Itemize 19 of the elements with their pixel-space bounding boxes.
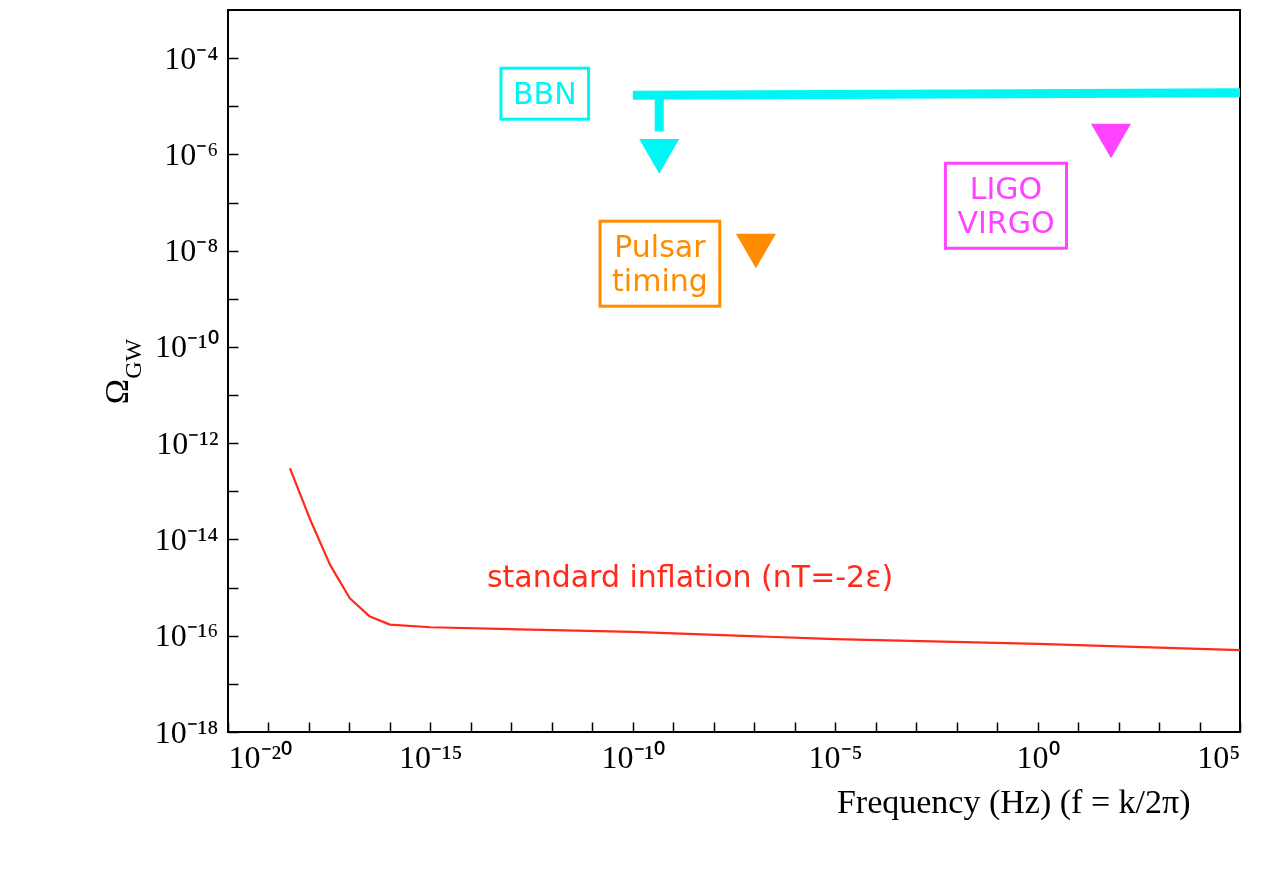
y-tick-label: 10⁻¹² — [156, 424, 219, 461]
x-tick-label: 10⁵ — [1197, 738, 1241, 775]
x-axis-title: Frequency (Hz) (f = k/2π) — [836, 782, 1191, 821]
y-tick-label: 10⁻¹⁶ — [154, 617, 219, 654]
x-tick-label: 10⁻⁵ — [808, 738, 863, 775]
x-tick-label: 10⁻¹⁰ — [601, 738, 666, 775]
x-tick-label: 10⁻¹⁵ — [399, 738, 463, 775]
y-tick-label: 10⁻⁸ — [164, 232, 219, 269]
series-label: standard inflation (nT=-2ε) — [486, 558, 894, 594]
series-label: BBN — [513, 76, 577, 112]
y-tick-label: 10⁻¹⁸ — [154, 713, 219, 750]
y-tick-label: 10⁻¹⁰ — [154, 328, 219, 365]
y-tick-label: 10⁻⁴ — [164, 39, 219, 76]
x-tick-label: 10⁻²⁰ — [228, 738, 293, 775]
y-tick-label: 10⁻⁶ — [164, 135, 219, 172]
series-label: LIGO VIRGO — [957, 171, 1055, 241]
y-tick-label: 10⁻¹⁴ — [154, 520, 219, 557]
series-label: Pulsar timing — [612, 229, 708, 299]
x-tick-label: 10⁰ — [1016, 738, 1060, 775]
